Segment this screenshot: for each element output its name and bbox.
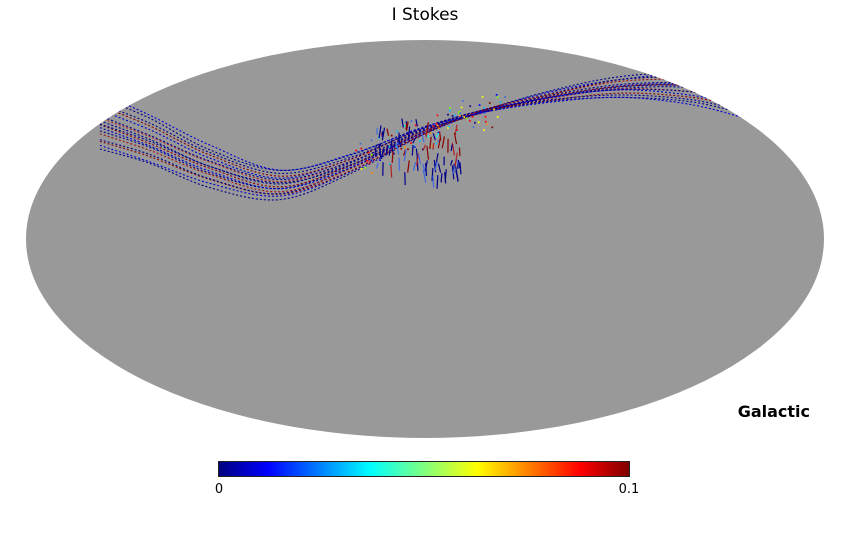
scan-track [99,84,746,188]
scan-track [99,89,746,179]
scan-track [99,88,746,181]
scan-track [99,83,746,190]
scan-cluster [374,118,462,189]
scan-track [99,82,746,190]
scan-speckles [355,94,506,174]
colorbar-max-label: 0.1 [618,482,640,497]
scan-track [99,96,746,171]
coordinate-label: Galactic [737,402,810,421]
scan-track [99,92,746,171]
scan-track [99,73,746,197]
scan-track [99,94,746,174]
scan-track [99,84,746,185]
colorbar [218,461,630,477]
scan-tracks [99,72,746,201]
sky-ellipse [26,40,824,438]
chart-title: I Stokes [391,5,459,25]
scan-track [99,72,746,201]
colorbar-min-label: 0 [214,482,224,497]
